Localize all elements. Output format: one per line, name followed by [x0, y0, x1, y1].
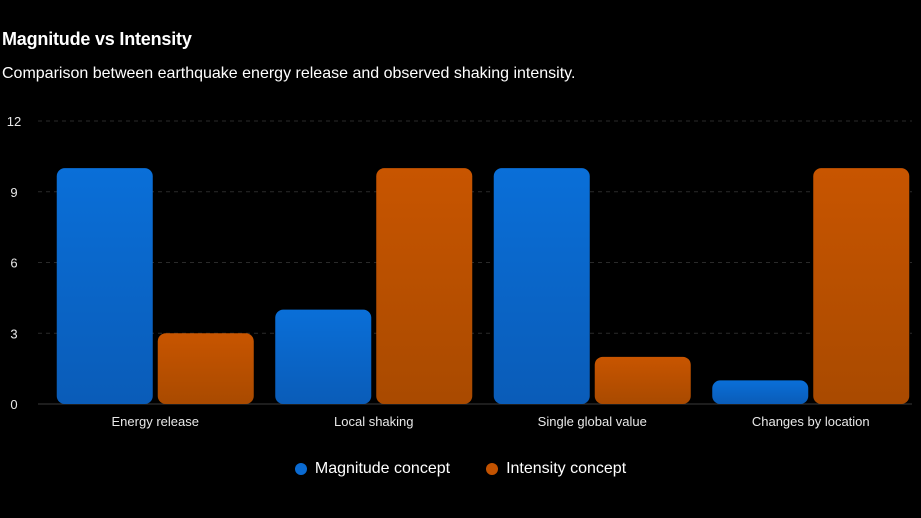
- bar-magnitude[interactable]: [712, 380, 809, 404]
- legend-swatch-intensity: [486, 463, 499, 475]
- legend-item-intensity[interactable]: Intensity concept: [486, 460, 626, 478]
- x-tick-label: Single global value: [538, 414, 647, 429]
- bar-magnitude[interactable]: [493, 168, 590, 404]
- x-tick-label: Energy release: [112, 414, 199, 429]
- bar-intensity[interactable]: [813, 168, 910, 404]
- y-tick-label: 9: [10, 185, 17, 200]
- x-tick-label: Changes by location: [752, 414, 870, 429]
- y-tick-label: 12: [7, 114, 21, 129]
- bar-layer: [56, 168, 910, 404]
- bar-intensity[interactable]: [376, 168, 473, 404]
- legend: Magnitude concept Intensity concept: [0, 460, 921, 478]
- y-tick-label: 0: [10, 397, 17, 412]
- x-tick-label: Local shaking: [334, 414, 414, 429]
- legend-label-magnitude: Magnitude concept: [314, 460, 451, 477]
- legend-swatch-magnitude: [294, 463, 307, 475]
- legend-item-magnitude[interactable]: Magnitude concept: [294, 460, 451, 478]
- bar-intensity[interactable]: [594, 356, 691, 404]
- bar-chart: 0 3 6 9 12 Energy release Local shaking Single …: [7, 114, 912, 429]
- bar-magnitude[interactable]: [275, 309, 372, 404]
- legend-label-intensity: Intensity concept: [506, 460, 627, 477]
- y-tick-label: 6: [10, 256, 17, 271]
- bar-intensity[interactable]: [157, 333, 254, 404]
- label-layer: 0 3 6 9 12 Energy release Local shaking Single …: [7, 114, 870, 429]
- chart-title: Magnitude vs Intensity: [2, 29, 192, 49]
- y-tick-label: 3: [10, 326, 17, 341]
- bar-magnitude[interactable]: [56, 168, 153, 404]
- chart-subtitle: Comparison between earthquake energy rel…: [2, 65, 576, 82]
